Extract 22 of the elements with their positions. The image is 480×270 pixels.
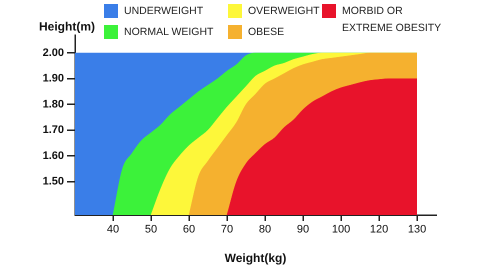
- y-tick-label: 1.70: [42, 124, 64, 136]
- y-tick-label: 1.60: [42, 150, 64, 162]
- x-tick-label: 50: [144, 224, 158, 236]
- x-tick-label: 40: [106, 224, 120, 236]
- y-tick-label: 1.50: [42, 176, 64, 188]
- x-tick-label: 120: [370, 224, 388, 236]
- legend-label: OBESE: [248, 25, 284, 40]
- y-axis-title: Height(m): [39, 19, 95, 34]
- legend-label: NORMAL WEIGHT: [124, 25, 214, 40]
- y-tick-label: 1.80: [42, 98, 64, 110]
- x-tick-label: 60: [182, 224, 196, 236]
- legend-label: MORBID OR EXTREME OBESITY: [342, 4, 442, 36]
- y-tick-label: 1.90: [42, 72, 64, 85]
- legend-label: OVERWEIGHT: [248, 4, 320, 19]
- x-tick-label: 100: [332, 224, 350, 236]
- x-tick-label: 90: [296, 224, 310, 236]
- legend-label: UNDERWEIGHT: [124, 4, 204, 19]
- x-tick-label: 70: [220, 224, 234, 236]
- y-tick-label: 2.00: [42, 47, 64, 60]
- x-tick-label: 130: [408, 224, 426, 236]
- x-tick-label: 80: [258, 224, 272, 236]
- x-axis-title: Weight(kg): [224, 251, 286, 266]
